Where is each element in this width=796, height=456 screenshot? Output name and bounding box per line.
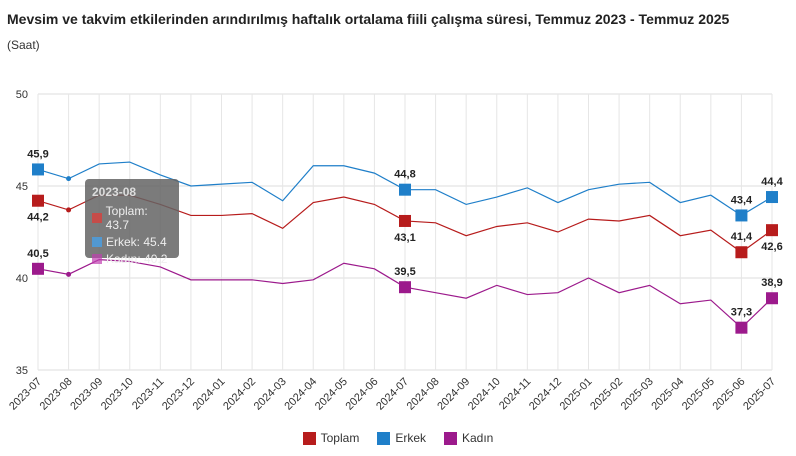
legend-item-kadin[interactable]: Kadın bbox=[444, 431, 493, 445]
data-point-marker bbox=[766, 224, 778, 237]
data-label: 44,8 bbox=[394, 169, 415, 181]
data-label: 39,5 bbox=[394, 266, 415, 278]
x-tick-label: 2024-10 bbox=[466, 376, 503, 413]
x-tick-label: 2025-04 bbox=[649, 376, 686, 413]
tooltip-text: Kadın: 40.2 bbox=[106, 252, 168, 266]
x-tick-label: 2025-05 bbox=[680, 376, 717, 413]
data-label: 44,4 bbox=[761, 176, 783, 188]
data-point-marker bbox=[399, 214, 411, 227]
data-point-marker bbox=[735, 321, 748, 334]
data-label: 43,4 bbox=[731, 194, 753, 206]
x-tick-label: 2023-07 bbox=[7, 376, 44, 413]
tooltip-title: 2023-08 bbox=[92, 185, 137, 199]
data-point bbox=[66, 176, 72, 182]
x-tick-label: 2024-04 bbox=[282, 376, 319, 413]
data-point-marker bbox=[766, 191, 778, 204]
x-tick-label: 2024-02 bbox=[221, 376, 258, 413]
data-point bbox=[66, 271, 72, 277]
legend-label: Toplam bbox=[320, 431, 360, 445]
legend-swatch bbox=[377, 431, 391, 445]
data-point-marker bbox=[735, 209, 748, 222]
chart-title: Mevsim ve takvim etkilerinden arındırılm… bbox=[7, 11, 730, 27]
x-tick-label: 2023-11 bbox=[130, 376, 166, 412]
data-label: 43,1 bbox=[394, 232, 415, 244]
x-tick-label: 2024-07 bbox=[374, 376, 411, 413]
y-tick-label: 35 bbox=[16, 365, 28, 377]
legend-item-erkek[interactable]: Erkek bbox=[377, 431, 426, 445]
data-point-marker bbox=[32, 262, 44, 275]
x-tick-label: 2025-06 bbox=[711, 376, 748, 413]
x-tick-label: 2024-08 bbox=[405, 376, 442, 413]
data-label: 44,2 bbox=[27, 212, 48, 224]
legend-swatch bbox=[444, 431, 457, 445]
x-tick-label: 2023-12 bbox=[160, 376, 197, 413]
x-tick-label: 2024-03 bbox=[252, 376, 289, 413]
legend: Toplam Erkek Kadın bbox=[0, 431, 796, 445]
x-tick-label: 2024-09 bbox=[435, 376, 472, 413]
x-tick-label: 2023-09 bbox=[68, 376, 105, 413]
legend-swatch bbox=[302, 431, 316, 445]
x-tick-label: 2023-10 bbox=[99, 376, 136, 413]
x-tick-label: 2024-01 bbox=[191, 376, 228, 413]
tooltip-row-toplam: Toplam: 43.7 bbox=[92, 204, 172, 232]
legend-label: Kadın bbox=[462, 431, 494, 445]
x-tick-label: 2023-08 bbox=[38, 376, 75, 413]
tooltip: 2023-08 Toplam: 43.7 Erkek: 45.4 Kadın: … bbox=[85, 179, 179, 266]
tooltip-text: Toplam: 43.7 bbox=[105, 204, 148, 232]
data-label: 41,4 bbox=[731, 231, 753, 243]
legend-item-toplam[interactable]: Toplam bbox=[302, 431, 360, 445]
data-label: 40,5 bbox=[27, 248, 48, 260]
x-tick-label: 2025-01 bbox=[558, 376, 595, 413]
x-tick-label: 2025-02 bbox=[588, 376, 625, 413]
tooltip-row-kadin: Kadın: 40.2 bbox=[92, 252, 172, 266]
y-tick-label: 45 bbox=[16, 181, 28, 193]
x-tick-label: 2024-05 bbox=[313, 376, 350, 413]
y-tick-label: 50 bbox=[16, 89, 28, 101]
data-point-marker bbox=[735, 246, 748, 259]
data-label: 45,9 bbox=[27, 148, 48, 160]
tooltip-row-erkek: Erkek: 45.4 bbox=[92, 235, 172, 249]
data-point-marker bbox=[766, 292, 778, 305]
chart-subtitle: (Saat) bbox=[7, 38, 40, 52]
tooltip-text: Erkek: 45.4 bbox=[106, 235, 167, 249]
data-point-marker bbox=[399, 281, 411, 294]
data-point-marker bbox=[32, 194, 44, 207]
data-point-marker bbox=[32, 163, 44, 176]
x-tick-label: 2024-11 bbox=[497, 376, 533, 412]
y-tick-label: 40 bbox=[16, 273, 28, 285]
data-point-marker bbox=[399, 183, 411, 196]
data-point bbox=[66, 207, 72, 213]
data-label: 42,6 bbox=[761, 241, 782, 253]
data-label: 38,9 bbox=[761, 277, 782, 289]
data-label: 37,3 bbox=[731, 307, 752, 319]
x-tick-label: 2024-06 bbox=[344, 376, 381, 413]
x-tick-label: 2025-07 bbox=[741, 376, 778, 413]
x-tick-label: 2024-12 bbox=[527, 376, 564, 413]
legend-label: Erkek bbox=[395, 431, 426, 445]
x-tick-label: 2025-03 bbox=[619, 376, 656, 413]
